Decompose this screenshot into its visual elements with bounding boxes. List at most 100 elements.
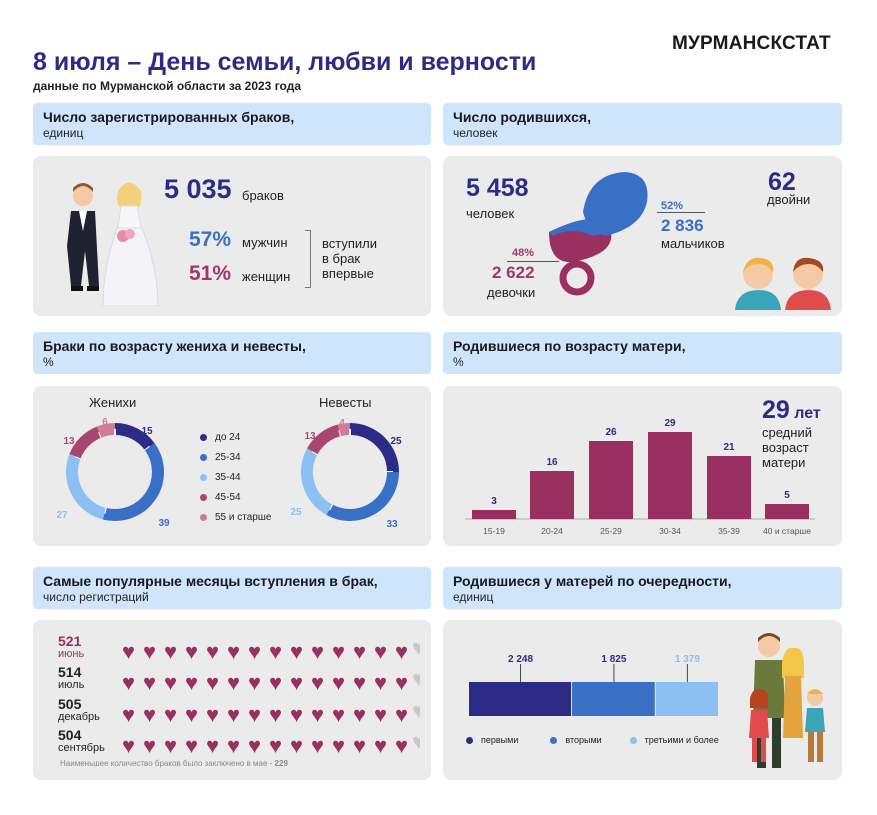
heart-icon: ♥ [310, 670, 325, 695]
birth-order-header-title: Родившиеся у матерей по очередности, [453, 573, 732, 589]
bracket [305, 230, 311, 288]
heart-icon: ♥ [121, 639, 136, 664]
heart-icon: ♥ [331, 639, 346, 664]
month-name: июль [58, 679, 85, 691]
mother-age-header-unit: % [453, 355, 464, 369]
mother-age-header: Родившиеся по возрасту матери, % [443, 332, 842, 374]
bar-category-label: 25-29 [600, 526, 622, 536]
legend-dot [200, 513, 207, 521]
boys-label: мальчиков [661, 236, 725, 251]
heart-icon: ♥ [394, 733, 409, 758]
donut-value-label: 27 [56, 510, 68, 521]
heart-icon: ♥ [310, 733, 325, 758]
mother-age-bar-chart: 3 15-19 16 20-24 26 25-29 29 30-34 21 35-39 5 40 и … [465, 418, 815, 536]
donut-slice [66, 453, 107, 520]
births-panel: 5 458 человек 52% 2 836 мальчиков 48% 2 … [443, 156, 842, 316]
bar-value-label: 5 [784, 490, 790, 501]
donut-value-label: 25 [390, 436, 402, 447]
donut-value-label: 13 [304, 431, 316, 442]
births-total-label: человек [466, 206, 515, 221]
donut-value-label: 33 [386, 519, 398, 530]
legend-item: 25-34 [200, 447, 271, 467]
heart-icon: ♥ [142, 639, 157, 664]
heart-icon: ♥ [373, 733, 388, 758]
legend-label: 45-54 [215, 491, 241, 503]
bar [530, 471, 574, 519]
donut-value-label: 13 [63, 436, 75, 447]
legend-dot [466, 736, 473, 744]
bar-category-label: 15-19 [483, 526, 505, 536]
heart-icon: ♥ [310, 702, 325, 727]
bar-value-label: 3 [491, 496, 497, 507]
age-marriage-header: Браки по возрасту жениха и невесты, % [33, 332, 431, 374]
month-count: 514 [58, 664, 82, 680]
legend-label: до 24 [215, 431, 241, 443]
heart-icon: ♥ [142, 670, 157, 695]
month-count: 521 [58, 633, 82, 649]
bar-category-label: 40 и старше [763, 526, 811, 536]
legend-item: до 24 [200, 427, 271, 447]
first-marriage-label: вступили в брак впервые [322, 236, 378, 281]
heart-icon: ♥ [394, 670, 409, 695]
heart-icon: ♥ [352, 733, 367, 758]
legend-dot [200, 493, 207, 501]
births-header-title: Число родившихся, [453, 109, 591, 125]
months-note: Наименьшее количество браков было заключ… [60, 759, 288, 768]
avg-age-unit: лет [794, 405, 821, 422]
donut-value-label: 15 [141, 426, 153, 437]
heart-icon: ♥ [331, 670, 346, 695]
month-label-block: 505 декабрь [58, 696, 118, 723]
donut-value-label: 4 [339, 418, 345, 429]
birth-order-legend: первыми вторыми третьими и более [466, 730, 737, 750]
heart-icon: ♥ [373, 702, 388, 727]
heart-icon: ♥ [247, 702, 262, 727]
family-icon [749, 633, 825, 768]
twins-kids-icon [735, 257, 831, 310]
marriages-header: Число зарегистрированных браков, единиц [33, 103, 431, 145]
heart-icon: ♥ [205, 702, 220, 727]
age-marriage-header-title: Браки по возрасту жениха и невесты, [43, 338, 306, 354]
heart-icon: ♥ [268, 733, 283, 758]
age-legend: до 24 25-34 35-44 45-54 55 и старше [200, 427, 271, 527]
heart-icon: ♥ [310, 639, 325, 664]
heart-icon: ♥ [142, 702, 157, 727]
legend-dot [629, 736, 637, 744]
donut-value-label: 6 [102, 417, 108, 428]
girls-label: девочки [487, 285, 536, 300]
legend-dot [200, 433, 207, 441]
pacifier-icon [549, 172, 648, 296]
births-header-unit: человек [453, 126, 498, 140]
donut-slice [301, 448, 333, 515]
women-pct: 51% [189, 262, 232, 285]
brides-label: Невесты [319, 395, 372, 410]
birth-order-header-unit: единиц [453, 590, 494, 604]
heart-icon: ♥ [121, 702, 136, 727]
donut-value-label: 39 [158, 518, 170, 529]
heart-icon: ♥ [412, 668, 420, 690]
heart-icon: ♥ [268, 639, 283, 664]
heart-icon: ♥ [268, 702, 283, 727]
months-header-title: Самые популярные месяцы вступления в бра… [43, 573, 378, 589]
donut-value-label: 25 [290, 507, 302, 518]
girls-line [507, 261, 559, 262]
heart-icon: ♥ [142, 733, 157, 758]
girls-count: 2 622 [492, 263, 535, 282]
heart-icon: ♥ [412, 637, 420, 659]
boys-line [657, 212, 705, 213]
avg-age-value: 29 [762, 396, 790, 424]
heart-icon: ♥ [331, 702, 346, 727]
heart-icon: ♥ [184, 670, 199, 695]
donut-slice [102, 443, 164, 521]
marriages-total-label: браков [242, 188, 284, 203]
legend-dot [200, 453, 207, 461]
heart-icon: ♥ [226, 670, 241, 695]
heart-icon: ♥ [412, 731, 420, 753]
legend-label: 55 и старше [215, 511, 272, 523]
legend-item: 55 и старше [200, 507, 271, 527]
heart-icon: ♥ [121, 670, 136, 695]
bar [589, 441, 633, 519]
heart-icon: ♥ [247, 639, 262, 664]
legend-item: вторыми [550, 730, 602, 750]
page-title: 8 июля – День семьи, любви и верности [33, 48, 537, 76]
legend-item: первыми [466, 730, 518, 750]
